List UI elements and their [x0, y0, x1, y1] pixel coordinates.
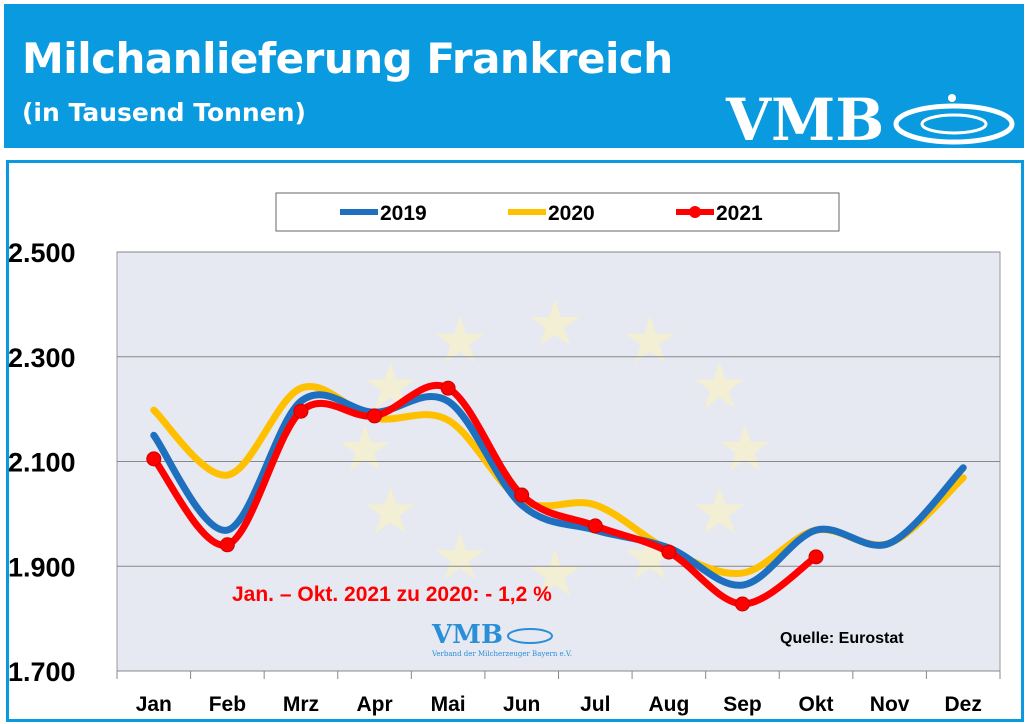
eu-star-icon: [435, 315, 485, 363]
x-tick-label: Sep: [723, 693, 762, 716]
x-tick-label: Jun: [503, 693, 540, 716]
series-line-2021: [150, 382, 820, 608]
eu-star-icon: [625, 315, 675, 363]
eu-star-icon: [365, 486, 416, 534]
header-banner: Milchanlieferung Frankreich (in Tausend …: [4, 4, 1024, 154]
page-title: Milchanlieferung Frankreich: [22, 34, 673, 83]
legend-marker: [689, 206, 701, 218]
watermark-swirl-icon: [507, 628, 553, 644]
legend-label-2020: 2020: [548, 202, 595, 225]
y-tick-label: 2.500: [8, 238, 76, 268]
eu-star-icon: [340, 424, 390, 472]
eu-star-icon: [530, 549, 580, 597]
data-point-2021: [587, 518, 603, 534]
x-tick-label: Apr: [356, 693, 392, 716]
eu-star-icon: [625, 532, 675, 580]
vmb-logo: VMB: [726, 86, 885, 154]
eu-star-icon: [530, 299, 580, 347]
x-tick-label: Mai: [431, 693, 466, 716]
eu-star-icon: [435, 532, 485, 580]
annotation-text: Jan. – Okt. 2021 zu 2020: - 1,2 %: [232, 583, 552, 606]
series-line-2019: [150, 391, 967, 589]
x-tick-label: Aug: [648, 693, 689, 716]
y-tick-label: 1.900: [8, 552, 76, 582]
x-tick-label: Mrz: [283, 693, 319, 716]
eu-star-icon: [365, 361, 416, 409]
watermark-text: Verband der Milcherzeuger Bayern e.V.: [431, 650, 572, 658]
data-point-2021: [661, 544, 677, 560]
eu-star-icon: [694, 361, 745, 409]
y-tick-label: 1.700: [8, 657, 76, 687]
y-tick-label: 2.100: [8, 448, 76, 478]
data-point-2021: [219, 537, 235, 553]
data-point-2021: [440, 380, 456, 396]
data-point-2021: [367, 408, 383, 424]
x-tick-label: Jan: [136, 693, 172, 716]
data-point-2021: [146, 451, 162, 467]
data-point-2021: [734, 596, 750, 612]
x-tick-label: Nov: [870, 693, 910, 716]
source-text: Quelle: Eurostat: [780, 630, 904, 647]
data-point-2021: [808, 549, 824, 565]
x-tick-label: Okt: [799, 693, 834, 716]
watermark-logo: VMB: [431, 620, 503, 650]
eu-star-icon: [694, 486, 745, 534]
page-subtitle: (in Tausend Tonnen): [22, 98, 306, 127]
data-point-2021: [514, 487, 530, 503]
x-tick-label: Dez: [945, 693, 982, 716]
y-tick-label: 2.300: [8, 343, 76, 373]
legend-label-2019: 2019: [380, 202, 427, 225]
eu-star-icon: [720, 424, 770, 472]
vmb-swirl-icon: [893, 94, 1015, 145]
x-tick-label: Jul: [580, 693, 610, 716]
x-tick-label: Feb: [209, 693, 246, 716]
data-point-2021: [293, 403, 309, 419]
legend-label-2021: 2021: [716, 202, 763, 225]
